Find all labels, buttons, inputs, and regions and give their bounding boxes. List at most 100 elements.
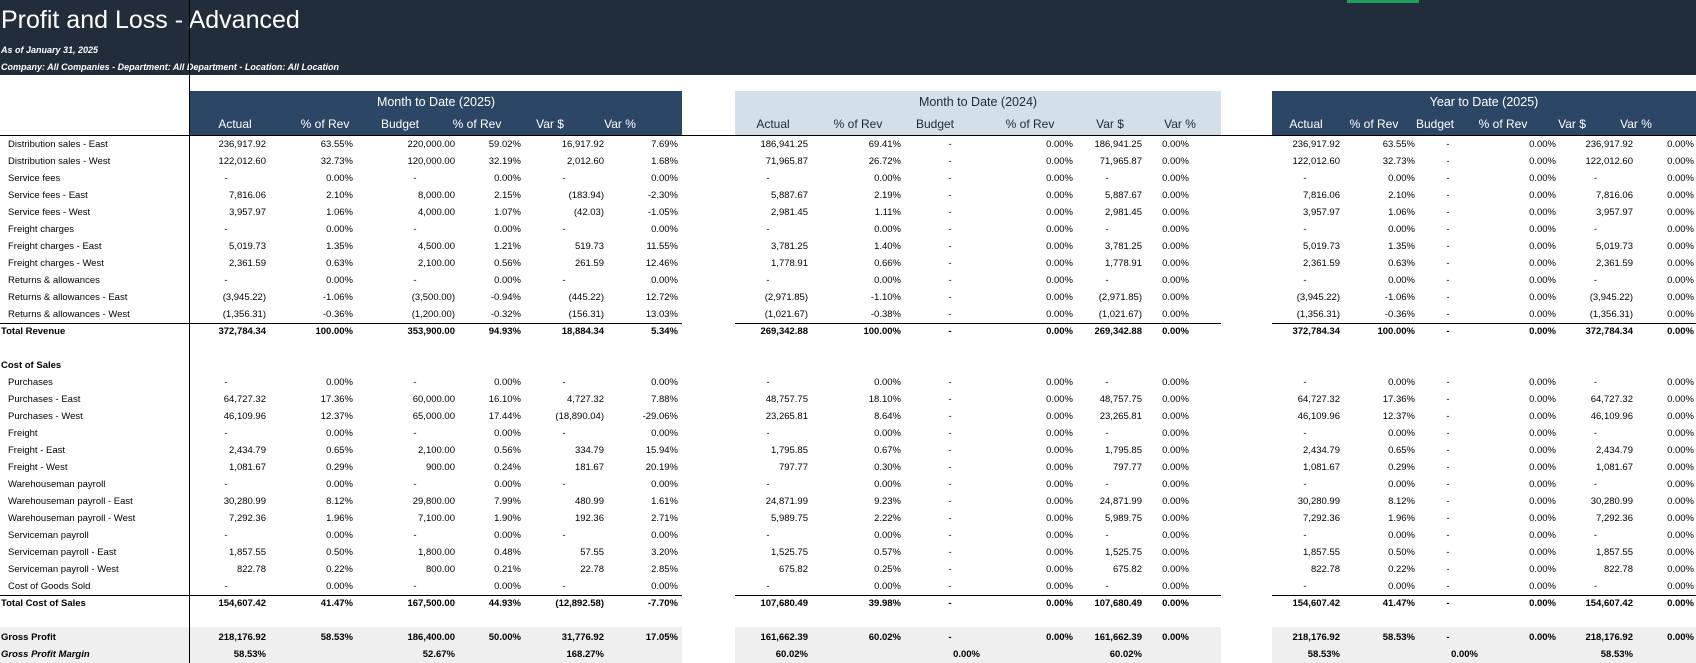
cell-value: - xyxy=(766,530,770,541)
cell-value: 0.00% xyxy=(326,173,353,184)
cell-value: 2.71% xyxy=(651,513,678,524)
cell-value: - xyxy=(562,224,566,235)
cell-value: 7,816.06 xyxy=(1303,190,1340,201)
cell-value: 154,607.42 xyxy=(218,598,266,609)
row-label: Service fees - East xyxy=(8,190,88,201)
cell-value: - xyxy=(948,173,952,184)
cell-value: 50.00% xyxy=(488,632,521,643)
cell-value: - xyxy=(1446,309,1450,320)
cell-value: 0.29% xyxy=(326,462,353,473)
cell-value: 236,917.92 xyxy=(1292,139,1340,150)
cell-value: 0.29% xyxy=(1388,462,1415,473)
cell-value: 0.00% xyxy=(1529,139,1556,150)
column-header: Var % xyxy=(604,117,636,131)
cell-value: 0.00% xyxy=(1529,377,1556,388)
cell-value: 1.35% xyxy=(326,241,353,252)
cell-value: 100.00% xyxy=(863,326,901,337)
cell-value: 2,434.79 xyxy=(229,445,266,456)
cell-value: - xyxy=(1446,190,1450,201)
cell-value: 161,662.39 xyxy=(760,632,808,643)
column-header: Var $ xyxy=(536,117,564,131)
cell-value: 7,816.06 xyxy=(1596,190,1633,201)
cell-value: 1,857.55 xyxy=(1596,547,1633,558)
cell-value: 16,917.92 xyxy=(561,139,604,150)
cell-value: 0.00% xyxy=(1667,377,1694,388)
cell-value: 0.00% xyxy=(1529,309,1556,320)
cell-value: - xyxy=(948,394,952,405)
cell-value: 0.00% xyxy=(1046,513,1073,524)
cell-value: 0.00% xyxy=(1162,564,1189,575)
cell-value: 0.00% xyxy=(1667,513,1694,524)
cell-value: 16.10% xyxy=(488,394,521,405)
cell-value: 0.56% xyxy=(494,445,521,456)
cell-value: - xyxy=(1105,428,1109,439)
cell-value: 1,778.91 xyxy=(771,258,808,269)
cell-value: 12.72% xyxy=(645,292,678,303)
cell-value: 0.00% xyxy=(651,275,678,286)
row-label: Serviceman payroll - West xyxy=(8,564,119,575)
cell-value: 0.00% xyxy=(1667,530,1694,541)
cell-value: 797.77 xyxy=(778,462,808,473)
cell-value: 2.85% xyxy=(651,564,678,575)
cell-value: 0.00% xyxy=(1667,241,1694,252)
cell-value: - xyxy=(1446,632,1450,643)
cell-value: 63.55% xyxy=(320,139,353,150)
cell-value: 0.00% xyxy=(494,530,521,541)
cell-value: - xyxy=(948,275,952,286)
cell-value: 2,012.60 xyxy=(567,156,604,167)
cell-value: - xyxy=(562,377,566,388)
cell-value: 0.00% xyxy=(1667,275,1694,286)
cell-value: 0.00% xyxy=(326,224,353,235)
table-row: Cost of Goods Sold - 0.00% - 0.00% - 0.00% - 0.0… xyxy=(0,578,1696,595)
cell-value: 0.65% xyxy=(326,445,353,456)
cell-value: 1.11% xyxy=(874,207,901,218)
cell-value: 58.53% xyxy=(320,632,353,643)
cell-value: -1.10% xyxy=(870,292,901,303)
cell-value: 122,012.60 xyxy=(218,156,266,167)
cell-value: 2,981.45 xyxy=(771,207,808,218)
cell-value: 0.00% xyxy=(1667,428,1694,439)
table-row: Freight charges - West 2,361.59 0.63% 2,100… xyxy=(0,255,1696,272)
cell-value: - xyxy=(1446,275,1450,286)
cell-value: 0.00% xyxy=(494,275,521,286)
cell-value: 0.00% xyxy=(1667,632,1694,643)
cell-value: 0.00% xyxy=(1388,479,1415,490)
cell-value: -29.06% xyxy=(642,411,678,422)
cell-value: - xyxy=(1303,377,1307,388)
cell-value: -2.30% xyxy=(647,190,678,201)
cell-value: 0.00% xyxy=(1046,445,1073,456)
cell-value: - xyxy=(948,462,952,473)
cell-value: 0.00% xyxy=(874,428,901,439)
cell-value: 26.72% xyxy=(868,156,901,167)
cell-value: 1,778.91 xyxy=(1105,258,1142,269)
cell-value: 4,000.00 xyxy=(418,207,455,218)
cell-value: 0.00% xyxy=(1529,411,1556,422)
cell-value: 0.00% xyxy=(1529,292,1556,303)
column-header: Var $ xyxy=(1558,117,1586,131)
cell-value: 0.00% xyxy=(326,530,353,541)
cell-value: - xyxy=(1446,224,1450,235)
total-rule xyxy=(735,323,1221,324)
cell-value: 0.00% xyxy=(1162,309,1189,320)
cell-value: 334.79 xyxy=(574,445,604,456)
cell-value: 0.00% xyxy=(1162,513,1189,524)
cell-value: 0.00% xyxy=(874,173,901,184)
cell-value: 0.00% xyxy=(1046,190,1073,201)
cell-value: 0.00% xyxy=(1667,479,1694,490)
cell-value: (1,200.00) xyxy=(411,309,455,320)
cell-value: - xyxy=(1105,275,1109,286)
table-row: Service fees - 0.00% - 0.00% - 0.00% - 0.00% - 0.0… xyxy=(0,170,1696,187)
cell-value: - xyxy=(948,292,952,303)
cell-value: 65,000.00 xyxy=(412,411,455,422)
cell-value: - xyxy=(1446,479,1450,490)
cell-value: 236,917.92 xyxy=(1585,139,1633,150)
cell-value: 0.00% xyxy=(326,275,353,286)
cell-value: 71,965.87 xyxy=(765,156,808,167)
row-label: Returns & allowances - West xyxy=(8,309,130,320)
cell-value: 1,525.75 xyxy=(1105,547,1142,558)
cell-value: 3,957.97 xyxy=(1596,207,1633,218)
cell-value: -0.36% xyxy=(1384,309,1415,320)
cell-value: 48,757.75 xyxy=(765,394,808,405)
cell-value: - xyxy=(948,309,952,320)
cell-value: 7.69% xyxy=(651,139,678,150)
